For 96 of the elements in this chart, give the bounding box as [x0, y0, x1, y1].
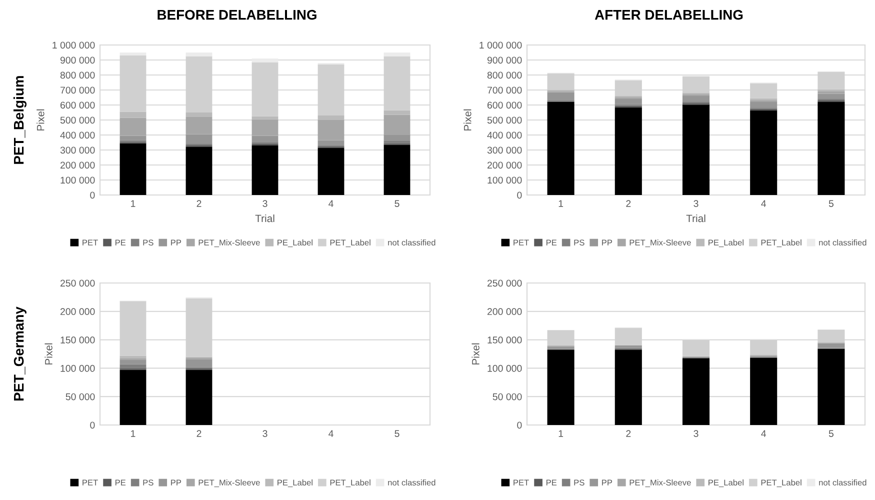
chart-title: AFTER DELABELLING — [594, 10, 743, 20]
x-axis-title: Trial — [255, 214, 274, 222]
y-tick-label: 200 000 — [60, 162, 95, 169]
y-tick-label: 150 000 — [488, 336, 522, 344]
y-tick-label: 400 000 — [487, 132, 522, 139]
legend-label: not classified — [819, 239, 866, 246]
y-tick-label: 200 000 — [60, 308, 95, 316]
y-tick-label: 150 000 — [60, 336, 95, 344]
x-tick-label: 5 — [828, 200, 834, 207]
legend-label: PE — [546, 480, 557, 486]
y-tick-label: 200 000 — [487, 308, 522, 316]
x-tick-label: 4 — [328, 200, 334, 207]
y-tick-label: 900 000 — [487, 56, 522, 64]
legend-label: PE_Label — [708, 479, 744, 488]
x-tick-label: 5 — [828, 430, 834, 437]
legend-label: PET_Mix-Sleeve — [630, 479, 691, 488]
y-tick-label: 1 000 000 — [52, 42, 95, 49]
legend-label: PE — [546, 240, 557, 246]
legend-label: PE — [115, 480, 126, 486]
legend-label: PET_Mix-Sleeve — [198, 479, 260, 488]
x-tick-label: 3 — [262, 200, 268, 207]
x-axis-title: Trial — [686, 214, 706, 222]
y-tick-label: 500 000 — [487, 116, 522, 124]
y-tick-label: 500 000 — [60, 116, 95, 124]
legend-label: PET_Label — [761, 479, 802, 488]
legend-label: PET_Label — [330, 479, 370, 488]
legend-label: PE_Label — [278, 239, 312, 248]
x-tick-label: 5 — [394, 200, 400, 207]
legend-label: PP — [171, 240, 182, 246]
legend-label: PS — [574, 480, 584, 486]
y-tick-label: 900 000 — [60, 56, 95, 64]
y-tick-label: 100 000 — [488, 364, 522, 372]
y-axis-title: Pixel — [472, 343, 480, 364]
x-tick-label: 5 — [394, 430, 400, 437]
y-axis-title: Pixel — [464, 109, 472, 130]
legend-label: PS — [143, 480, 154, 486]
legend-label: PE — [115, 240, 126, 246]
legend-label: PET — [82, 240, 98, 246]
y-tick-label: 250 000 — [487, 280, 522, 287]
x-tick-label: 1 — [558, 430, 564, 437]
x-tick-label: 2 — [196, 430, 202, 437]
y-tick-label: 100 000 — [60, 176, 95, 184]
y-tick-label: 250 000 — [60, 280, 95, 287]
legend-label: not classified — [388, 239, 436, 246]
x-tick-label: 1 — [131, 430, 136, 437]
legend-label: not classified — [388, 479, 436, 486]
x-tick-label: 2 — [196, 200, 202, 207]
y-axis-title: Pixel — [44, 343, 52, 364]
x-tick-label: 2 — [626, 430, 631, 437]
y-tick-label: 100 000 — [60, 364, 95, 372]
legend-label: PP — [171, 480, 182, 486]
x-tick-label: 3 — [694, 200, 698, 207]
y-tick-label: 700 000 — [60, 86, 95, 94]
x-tick-label: 3 — [694, 430, 698, 437]
x-tick-label: 4 — [328, 430, 334, 437]
legend-label: PET_Mix-Sleeve — [630, 239, 691, 248]
legend-label: PE_Label — [708, 239, 744, 248]
y-tick-label: 400 000 — [60, 132, 95, 139]
legend-label: PET_Mix-Sleeve — [198, 239, 260, 248]
y-tick-label: 0 — [90, 192, 95, 199]
legend-label: PET — [514, 240, 529, 246]
legend-label: PS — [143, 240, 154, 246]
y-tick-label: 700 000 — [487, 86, 522, 94]
y-tick-label: 300 000 — [487, 146, 522, 154]
y-tick-label: 50 000 — [66, 393, 95, 400]
y-tick-label: 800 000 — [60, 72, 95, 79]
x-tick-label: 4 — [761, 430, 766, 437]
chart-title: BEFORE DELABELLING — [158, 10, 316, 20]
legend-label: PET_Label — [761, 239, 802, 248]
x-tick-label: 1 — [558, 200, 564, 207]
y-tick-label: 0 — [90, 422, 95, 429]
x-tick-label: 4 — [761, 200, 766, 207]
legend-label: PE_Label — [278, 479, 312, 488]
y-tick-label: 300 000 — [60, 146, 95, 154]
y-tick-label: 100 000 — [488, 176, 522, 184]
text: PET_Germany — [14, 306, 26, 401]
legend-label: PET_Label — [330, 239, 370, 248]
y-tick-label: 600 000 — [60, 102, 95, 109]
legend-label: PP — [602, 240, 612, 246]
y-tick-label: 600 000 — [487, 102, 522, 109]
x-tick-label: 2 — [626, 200, 631, 207]
legend-label: not classified — [819, 479, 866, 486]
y-tick-label: 0 — [517, 422, 522, 429]
y-tick-label: 1 000 000 — [480, 42, 522, 49]
x-tick-label: 1 — [131, 200, 136, 207]
y-tick-label: 200 000 — [487, 162, 522, 169]
legend-label: PS — [574, 240, 584, 246]
x-tick-label: 3 — [262, 430, 268, 437]
y-tick-label: 50 000 — [492, 393, 522, 400]
text: PET_Belgium — [13, 76, 27, 164]
y-axis-title: Pixel — [36, 109, 44, 130]
legend-label: PP — [602, 480, 612, 486]
y-tick-label: 0 — [517, 192, 522, 199]
legend-label: PET — [514, 480, 529, 486]
y-tick-label: 800 000 — [487, 72, 522, 79]
legend-label: PET — [82, 480, 98, 486]
